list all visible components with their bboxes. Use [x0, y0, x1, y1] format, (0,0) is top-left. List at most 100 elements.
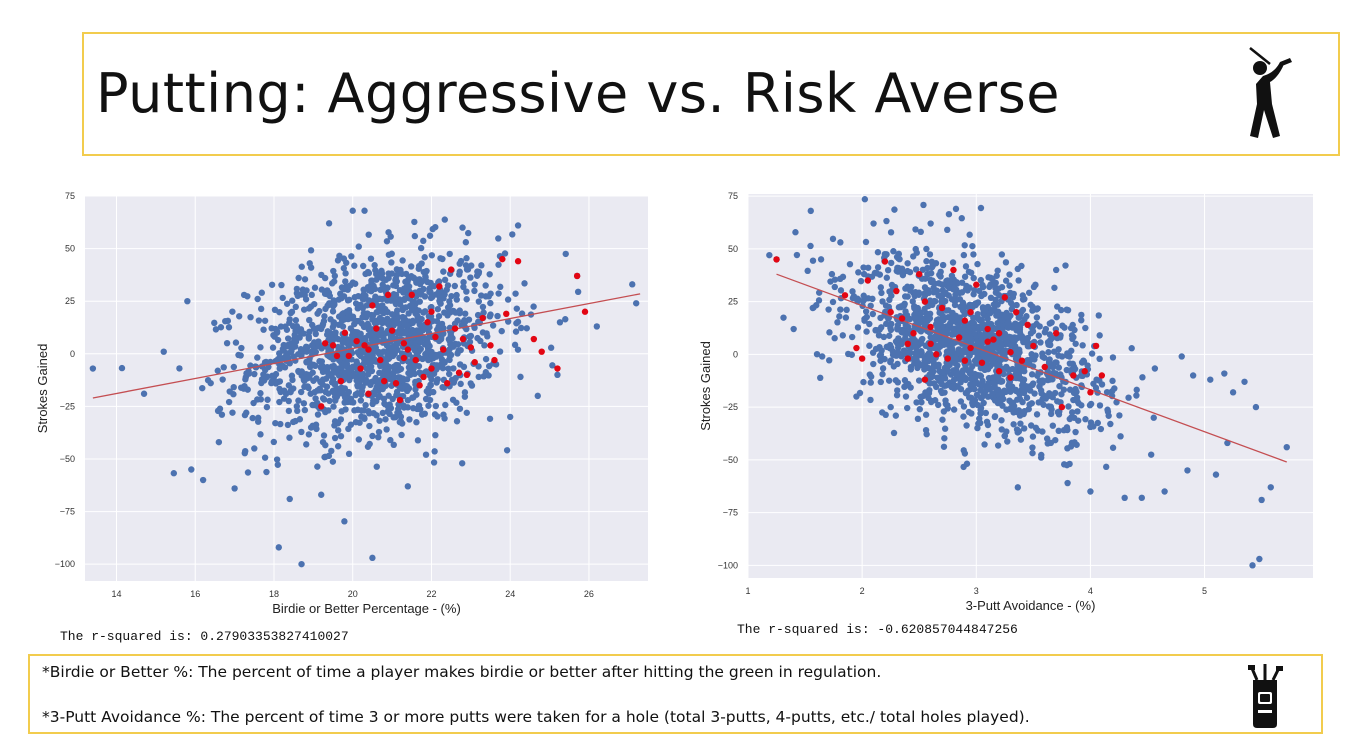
data-point [1003, 339, 1011, 346]
data-point [970, 274, 977, 282]
data-point [1040, 401, 1047, 408]
data-point [931, 297, 938, 305]
data-point [562, 316, 569, 323]
data-point [1078, 359, 1086, 366]
data-point [376, 314, 384, 322]
data-point [393, 266, 401, 273]
data-point [346, 376, 353, 384]
data-point [899, 271, 907, 279]
data-point [1064, 479, 1071, 487]
data-point [923, 245, 930, 253]
data-point [386, 363, 393, 371]
data-point [1104, 408, 1112, 415]
data-point [998, 251, 1006, 258]
data-point [297, 329, 304, 336]
data-point [287, 309, 294, 317]
data-point [309, 401, 316, 409]
highlight-point [967, 344, 974, 352]
data-point [393, 316, 400, 323]
data-point [471, 287, 478, 295]
data-point [307, 247, 315, 254]
highlight-point [455, 369, 463, 376]
data-point [1020, 425, 1028, 432]
data-point [1107, 420, 1114, 428]
data-point [1055, 364, 1063, 371]
data-point [965, 326, 973, 334]
data-point [893, 391, 901, 399]
data-point [223, 339, 231, 347]
highlight-point [841, 292, 849, 299]
data-point [461, 393, 469, 400]
highlight-points [318, 255, 589, 410]
data-point [1029, 449, 1036, 457]
data-point [314, 411, 322, 418]
data-point [272, 419, 279, 427]
data-point [305, 335, 313, 342]
data-point [403, 387, 411, 395]
data-point [318, 358, 326, 365]
data-point [336, 252, 343, 260]
data-point [869, 310, 877, 318]
highlight-point [927, 340, 934, 348]
data-point [430, 459, 438, 466]
data-point [274, 461, 281, 468]
data-point [295, 274, 302, 282]
data-point [322, 453, 329, 461]
data-point [331, 422, 338, 429]
data-point [1008, 342, 1015, 349]
data-point [218, 411, 226, 418]
data-point [998, 395, 1005, 403]
data-point [993, 272, 1000, 279]
data-point [225, 324, 233, 331]
data-point [873, 270, 880, 277]
data-point [241, 411, 249, 419]
data-point [294, 407, 301, 415]
data-point [423, 267, 430, 275]
data-point [512, 328, 520, 335]
data-point [325, 220, 333, 227]
data-point [420, 237, 427, 245]
data-point [456, 307, 463, 314]
highlight-point [573, 272, 581, 280]
data-point [215, 438, 223, 446]
data-point [283, 300, 291, 307]
data-point [458, 460, 466, 467]
data-point [881, 355, 888, 363]
data-point [972, 300, 980, 307]
data-point [431, 448, 438, 455]
data-point [1064, 306, 1072, 314]
data-point [413, 349, 421, 356]
data-point [1037, 339, 1044, 346]
data-point [277, 420, 284, 428]
data-point [312, 423, 319, 430]
data-point [1008, 383, 1016, 390]
data-point [289, 297, 296, 304]
data-point [358, 407, 365, 414]
y-tick-label: −100 [718, 560, 738, 570]
data-point [392, 299, 399, 306]
data-point [379, 281, 386, 288]
data-point [494, 312, 501, 320]
r-squared-3putt: The r-squared is: -0.620857044847256 [737, 622, 1018, 637]
data-point [887, 324, 894, 332]
data-point [1109, 377, 1116, 385]
data-point [894, 379, 902, 386]
data-point [323, 365, 331, 372]
data-point [960, 251, 968, 259]
data-point [477, 337, 484, 345]
data-point [1066, 353, 1073, 360]
data-point [279, 294, 286, 302]
data-point [1047, 360, 1054, 367]
data-point [292, 317, 300, 324]
data-point [916, 326, 923, 334]
data-point [1103, 388, 1111, 396]
highlight-point [961, 317, 969, 324]
data-point [959, 367, 967, 374]
data-point [480, 309, 487, 316]
data-point [425, 402, 432, 409]
data-point [1071, 365, 1079, 373]
data-point [877, 284, 885, 291]
data-point [328, 447, 335, 455]
data-point [244, 386, 251, 393]
data-point [981, 290, 988, 298]
